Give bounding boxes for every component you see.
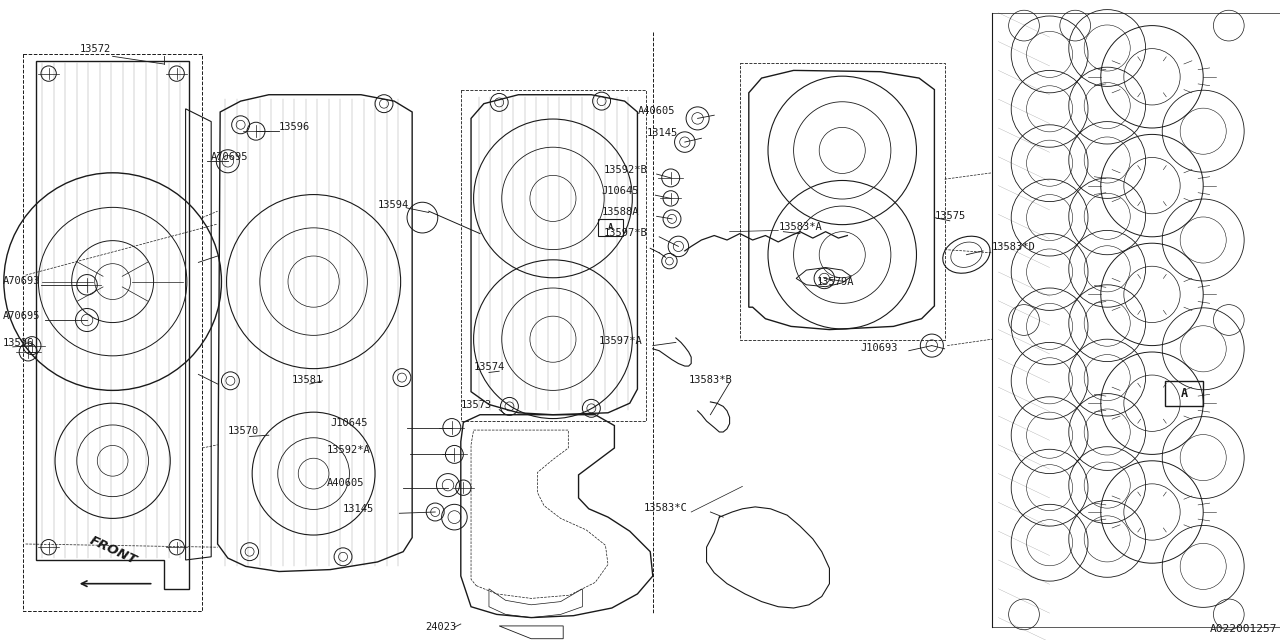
Text: 24023: 24023 <box>425 622 456 632</box>
Text: 13592*B: 13592*B <box>604 164 648 175</box>
Text: A40605: A40605 <box>326 478 364 488</box>
Text: 13596: 13596 <box>3 338 33 348</box>
Text: 13583*D: 13583*D <box>992 241 1036 252</box>
Text: 13588A: 13588A <box>602 207 639 217</box>
Text: 13573: 13573 <box>461 401 492 410</box>
Text: A70693: A70693 <box>3 275 40 285</box>
Text: A40605: A40605 <box>637 106 675 116</box>
Text: 13597*A: 13597*A <box>599 337 643 346</box>
Text: A022001257: A022001257 <box>1210 623 1277 634</box>
Text: 13594: 13594 <box>378 200 408 210</box>
Text: 13581: 13581 <box>292 374 323 385</box>
Text: 13597*B: 13597*B <box>604 227 648 237</box>
Text: 13145: 13145 <box>343 504 374 514</box>
Text: 13583*C: 13583*C <box>644 503 687 513</box>
Text: 13574: 13574 <box>474 362 504 372</box>
Text: A: A <box>608 223 613 232</box>
Text: FRONT: FRONT <box>87 534 138 568</box>
Text: A70695: A70695 <box>3 311 40 321</box>
Text: J10645: J10645 <box>602 186 639 196</box>
Text: 13592*A: 13592*A <box>326 445 370 455</box>
Text: A70695: A70695 <box>211 152 248 162</box>
Text: 13583*A: 13583*A <box>778 222 822 232</box>
Text: 13575: 13575 <box>934 211 965 221</box>
Text: 13596: 13596 <box>279 122 310 132</box>
Text: 13572: 13572 <box>79 45 110 54</box>
Text: 13583*B: 13583*B <box>689 374 732 385</box>
Text: J10693: J10693 <box>860 343 897 353</box>
Text: 13579A: 13579A <box>817 276 854 287</box>
Text: 13570: 13570 <box>228 426 259 436</box>
Text: A: A <box>1180 387 1188 400</box>
Text: J10645: J10645 <box>330 419 367 428</box>
Text: 13145: 13145 <box>646 128 677 138</box>
